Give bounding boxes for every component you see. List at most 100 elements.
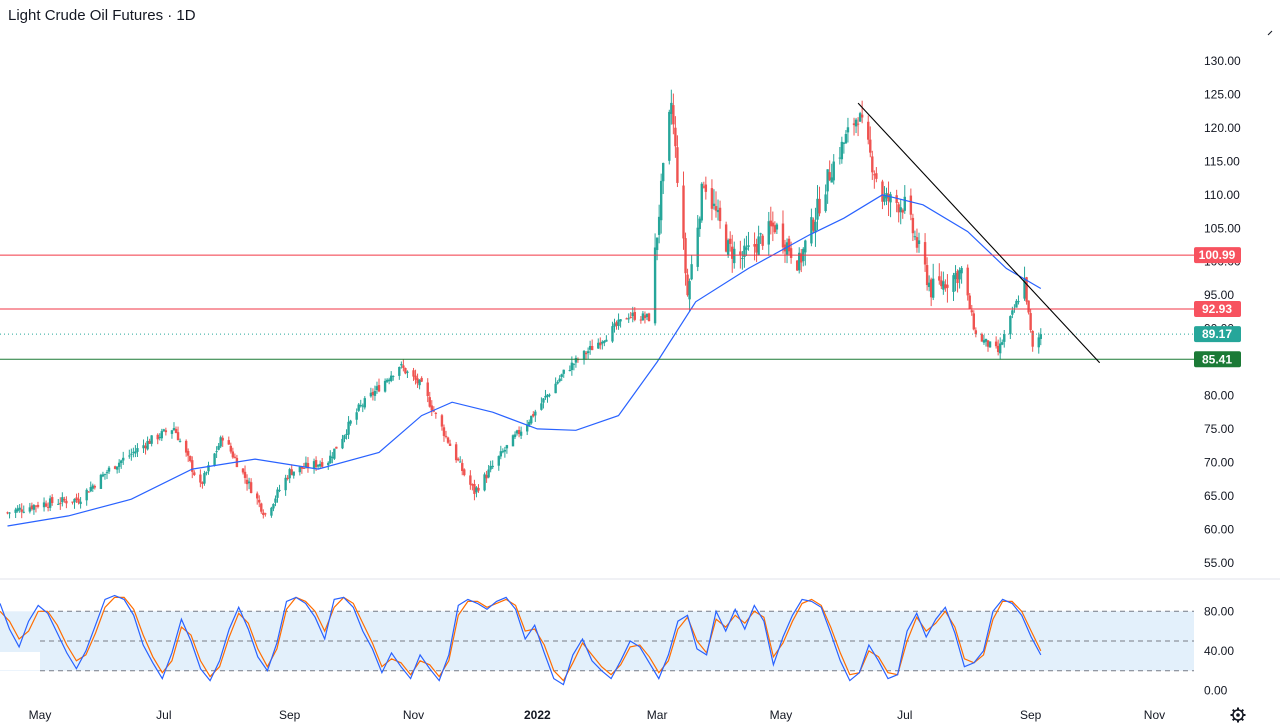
candle-body	[61, 497, 64, 503]
candle-body	[601, 341, 604, 344]
candle-body	[960, 268, 963, 274]
candle-body	[917, 240, 921, 245]
candle-body	[306, 463, 310, 469]
resistance-price-badge	[1194, 247, 1241, 264]
candle-body	[672, 105, 675, 125]
candle-body	[633, 311, 636, 320]
candle-body	[1003, 333, 1006, 342]
settings-gear-icon[interactable]	[1230, 707, 1246, 723]
candle-body	[1031, 330, 1034, 347]
lines-layer	[0, 102, 1194, 686]
candle-body	[278, 489, 281, 491]
candle-body	[8, 512, 11, 514]
candle-body	[418, 379, 421, 386]
band-gap	[0, 652, 40, 670]
candle-body	[404, 367, 407, 374]
candle-body	[994, 341, 998, 347]
candle-body	[256, 493, 259, 499]
candle-body	[347, 421, 350, 435]
candle-body	[909, 195, 913, 215]
candle-body	[812, 219, 815, 231]
candle-body	[219, 437, 222, 447]
candle-body	[712, 203, 716, 206]
candle-body	[895, 195, 898, 204]
candle-body	[442, 427, 446, 436]
price-tick-label: 125.00	[1204, 87, 1241, 101]
candle-body	[674, 127, 677, 147]
gear-hub	[1236, 713, 1240, 717]
candle-body	[513, 434, 517, 438]
candle-body	[956, 271, 959, 284]
candle-body	[954, 272, 957, 280]
candle-body	[617, 319, 620, 327]
candle-body	[164, 430, 168, 433]
candle-body	[974, 330, 978, 335]
candle-body	[838, 157, 842, 159]
candle-body	[657, 216, 661, 235]
candle-body	[704, 184, 708, 192]
last-price-badge	[1194, 326, 1241, 343]
candle-body	[377, 385, 381, 392]
candle-body	[79, 501, 82, 505]
candle-body	[329, 455, 332, 464]
candle-body	[162, 429, 166, 431]
candle-body	[639, 319, 643, 321]
candle-body	[205, 472, 208, 474]
candle-body	[631, 312, 634, 316]
candle-body	[958, 269, 961, 280]
candle-body	[288, 469, 291, 479]
candle-body	[444, 435, 448, 437]
candle-body	[647, 313, 651, 322]
candle-body	[28, 507, 32, 512]
candle-body	[560, 374, 563, 377]
candle-body	[858, 113, 862, 122]
candle-body	[345, 433, 348, 435]
candle-body	[804, 240, 807, 253]
candle-body	[572, 363, 576, 365]
candle-body	[87, 491, 90, 493]
candle-body	[44, 503, 48, 507]
price-tick-label: 105.00	[1204, 221, 1241, 235]
candle-body	[1029, 313, 1032, 331]
candle-body	[641, 313, 645, 321]
time-tick-label: Sep	[279, 708, 301, 722]
support-price-badge	[1194, 351, 1241, 368]
candle-body	[690, 264, 693, 280]
candle-body	[582, 350, 586, 360]
candle-body	[603, 341, 606, 343]
candle-body	[761, 235, 764, 246]
candle-body	[724, 224, 728, 252]
candle-body	[158, 437, 161, 439]
candle-body	[929, 279, 933, 298]
candle-body	[970, 310, 973, 313]
candle-body	[32, 505, 36, 510]
candle-body	[170, 430, 174, 434]
candle-body	[42, 502, 46, 508]
candle-body	[588, 346, 592, 350]
candle-body	[300, 466, 304, 469]
candle-body	[485, 475, 488, 479]
candle-body	[77, 498, 80, 503]
time-tick-label: Mar	[647, 708, 668, 722]
candle-body	[856, 123, 860, 125]
candle-body	[469, 475, 472, 485]
candle-body	[747, 245, 750, 248]
candle-body	[146, 440, 149, 450]
candle-body	[515, 430, 519, 434]
candle-body	[739, 251, 742, 255]
candle-body	[233, 456, 237, 458]
candle-body	[726, 240, 730, 255]
candle-body	[122, 457, 125, 461]
candle-body	[172, 428, 176, 431]
candle-body	[875, 173, 878, 179]
candle-body	[775, 224, 779, 230]
candle-body	[532, 414, 535, 417]
candle-body	[274, 498, 277, 503]
stoch-tick-label: 80.00	[1204, 604, 1234, 618]
candle-body	[201, 482, 204, 485]
candle-body	[227, 440, 230, 445]
gear-tooth	[1231, 708, 1236, 713]
candle-body	[873, 174, 876, 176]
candle-body	[113, 466, 117, 469]
